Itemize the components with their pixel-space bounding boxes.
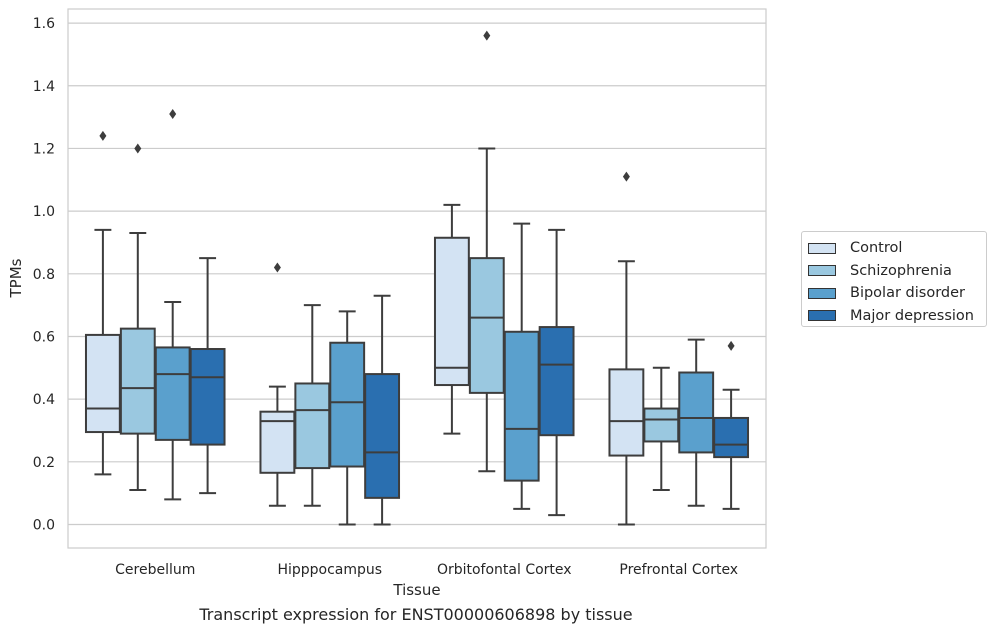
box-schizophrenia (294, 304, 331, 507)
outlier-point (727, 340, 735, 351)
x-tick-labels: Cerebellum Hipppocampus Orbitofontal Corte… (115, 562, 738, 578)
y-tick-label: 0.6 (33, 329, 55, 345)
y-tick-label: 0.8 (33, 267, 55, 283)
outlier-point (134, 143, 142, 154)
box-major-depression (713, 340, 750, 510)
box-control (84, 130, 121, 476)
box-bipolar-disorder (503, 222, 540, 510)
outlier-point (169, 108, 177, 119)
legend-swatch (808, 242, 836, 254)
box-body (503, 330, 540, 482)
legend-item: Bipolar disorder (808, 282, 986, 305)
box-body (678, 371, 715, 454)
box-body (608, 368, 645, 457)
box-major-depression (538, 228, 575, 517)
box-body (154, 346, 191, 441)
box-body (189, 348, 226, 446)
chart-caption: Transcript expression for ENST0000060689… (199, 605, 633, 624)
legend-label: Bipolar disorder (850, 285, 965, 302)
y-tick-label: 0.0 (33, 517, 55, 533)
x-tick-label: Orbitofontal Cortex (437, 562, 572, 578)
legend-label: Major depression (850, 307, 974, 324)
box-bipolar-disorder (678, 338, 715, 507)
legend-item: Major depression (808, 305, 986, 328)
x-tick-label: Cerebellum (115, 562, 195, 578)
box-schizophrenia (643, 366, 680, 492)
outlier-point (273, 262, 281, 273)
box-control (433, 203, 470, 435)
box-major-depression (189, 257, 226, 495)
outlier-point (622, 171, 630, 182)
plot-frame (67, 8, 767, 549)
legend-swatch (808, 287, 836, 299)
box-body (329, 341, 366, 468)
box-body (294, 382, 331, 470)
legend-item: Control (808, 237, 986, 260)
box-body (84, 333, 121, 434)
outlier-point (483, 30, 491, 41)
box-body (643, 407, 680, 443)
box-schizophrenia (468, 30, 505, 473)
x-tick-label: Hipppocampus (277, 562, 382, 578)
box-body (364, 373, 401, 499)
x-tick-label: Prefrontal Cortex (619, 562, 738, 578)
box-body (433, 236, 470, 387)
box-body (119, 327, 156, 435)
box-schizophrenia (119, 143, 156, 492)
y-tick-label: 1.6 (33, 16, 55, 32)
y-tick-label: 0.2 (33, 455, 55, 471)
legend-label: Control (850, 240, 903, 257)
y-tick-label: 1.0 (33, 204, 55, 220)
box-bipolar-disorder (329, 310, 366, 526)
legend: Control Schizophrenia Bipolar disorder Majo… (801, 231, 987, 327)
legend-item: Schizophrenia (808, 260, 986, 283)
outlier-point (99, 130, 107, 141)
box-body (468, 257, 505, 394)
box-control (259, 262, 296, 507)
box-body (713, 416, 750, 459)
box-major-depression (364, 294, 401, 526)
box-bipolar-disorder (154, 108, 191, 501)
x-axis-label: Tissue (392, 581, 440, 599)
legend-label: Schizophrenia (850, 262, 952, 279)
y-tick-label: 1.4 (33, 79, 55, 95)
legend-swatch (808, 265, 836, 277)
box-control (608, 171, 645, 526)
legend-swatch (808, 310, 836, 322)
box-body (538, 326, 575, 437)
y-tick-label: 1.2 (33, 141, 55, 157)
boxes (84, 30, 750, 526)
y-tick-label: 0.4 (33, 392, 55, 408)
y-tick-labels: 0.0 0.2 0.4 0.6 0.8 1.0 1.2 1.4 1.6 (33, 16, 55, 533)
y-axis-label: TPMs (7, 258, 25, 298)
